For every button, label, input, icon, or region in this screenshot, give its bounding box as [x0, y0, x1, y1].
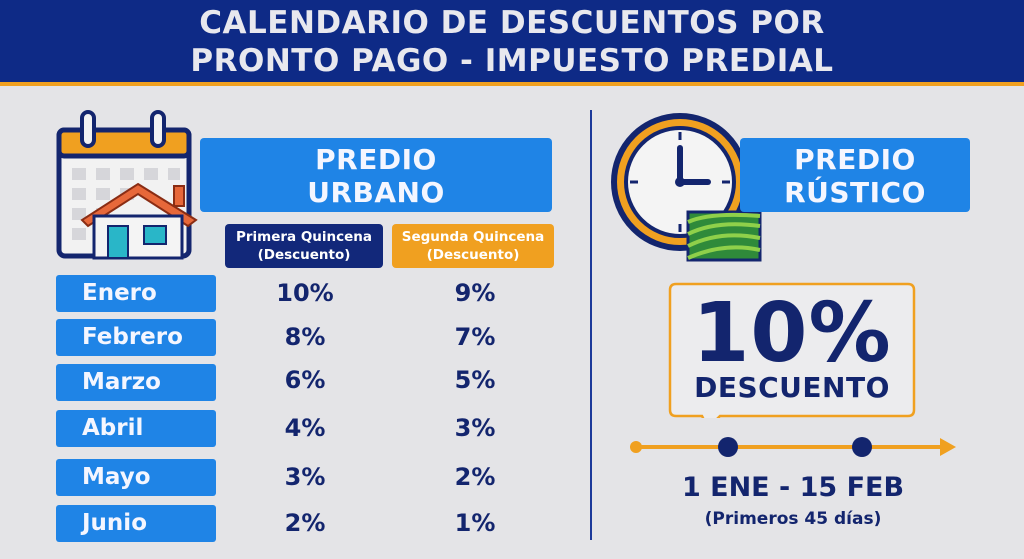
- rustic-title-line-2: RÚSTICO: [784, 176, 926, 209]
- month-label: Abril: [56, 410, 216, 447]
- second-fortnight-value: 9%: [454, 279, 496, 307]
- month-label: Febrero: [56, 319, 216, 356]
- first-fortnight-value: 4%: [284, 414, 326, 442]
- column-header-sublabel: (Descuento): [257, 247, 351, 263]
- column-header-label: Segunda Quincena: [401, 229, 545, 245]
- second-fortnight-value: 1%: [454, 509, 496, 537]
- first-fortnight-value: 3%: [284, 463, 326, 491]
- rustic-duration-note: (Primeros 45 días): [704, 509, 882, 529]
- first-fortnight-value: 6%: [284, 366, 326, 394]
- calendar-house-icon: [56, 110, 198, 260]
- rustic-section-banner: PREDIO RÚSTICO: [740, 138, 970, 212]
- column-header-sublabel: (Descuento): [426, 247, 520, 263]
- month-label: Junio: [56, 505, 216, 542]
- urban-title-line-1: PREDIO: [315, 143, 437, 176]
- second-fortnight-value: 3%: [454, 414, 496, 442]
- header-bar: CALENDARIO DE DESCUENTOS POR PRONTO PAGO…: [0, 0, 1024, 86]
- column-header-label: Primera Quincena: [235, 229, 373, 245]
- page-title-line-2: PRONTO PAGO - IMPUESTO PREDIAL: [190, 43, 834, 79]
- rustic-title-line-1: PREDIO: [794, 143, 916, 176]
- rustic-discount-label: DESCUENTO: [694, 371, 890, 404]
- second-fortnight-value: 2%: [454, 463, 496, 491]
- rustic-discount-value: 10%: [692, 286, 892, 381]
- urban-section-banner: PREDIO URBANO: [200, 138, 552, 212]
- urban-title-line-2: URBANO: [307, 176, 445, 209]
- second-fortnight-value: 7%: [454, 323, 496, 351]
- first-fortnight-value: 2%: [284, 509, 326, 537]
- second-fortnight-value: 5%: [454, 366, 496, 394]
- column-header-second-fortnight: Segunda Quincena (Descuento): [392, 224, 554, 268]
- page-title-line-1: CALENDARIO DE DESCUENTOS POR: [199, 5, 825, 41]
- timeline-arrow: [630, 437, 956, 457]
- rustic-date-range: 1 ENE - 15 FEB: [681, 472, 905, 503]
- clock-field-icon: [611, 113, 762, 262]
- section-divider: [590, 110, 592, 540]
- month-label: Marzo: [56, 364, 216, 401]
- month-label: Enero: [56, 275, 216, 312]
- discount-callout-frame: [668, 282, 916, 418]
- column-header-first-fortnight: Primera Quincena (Descuento): [225, 224, 383, 268]
- month-label: Mayo: [56, 459, 216, 496]
- first-fortnight-value: 8%: [284, 323, 326, 351]
- first-fortnight-value: 10%: [276, 279, 334, 307]
